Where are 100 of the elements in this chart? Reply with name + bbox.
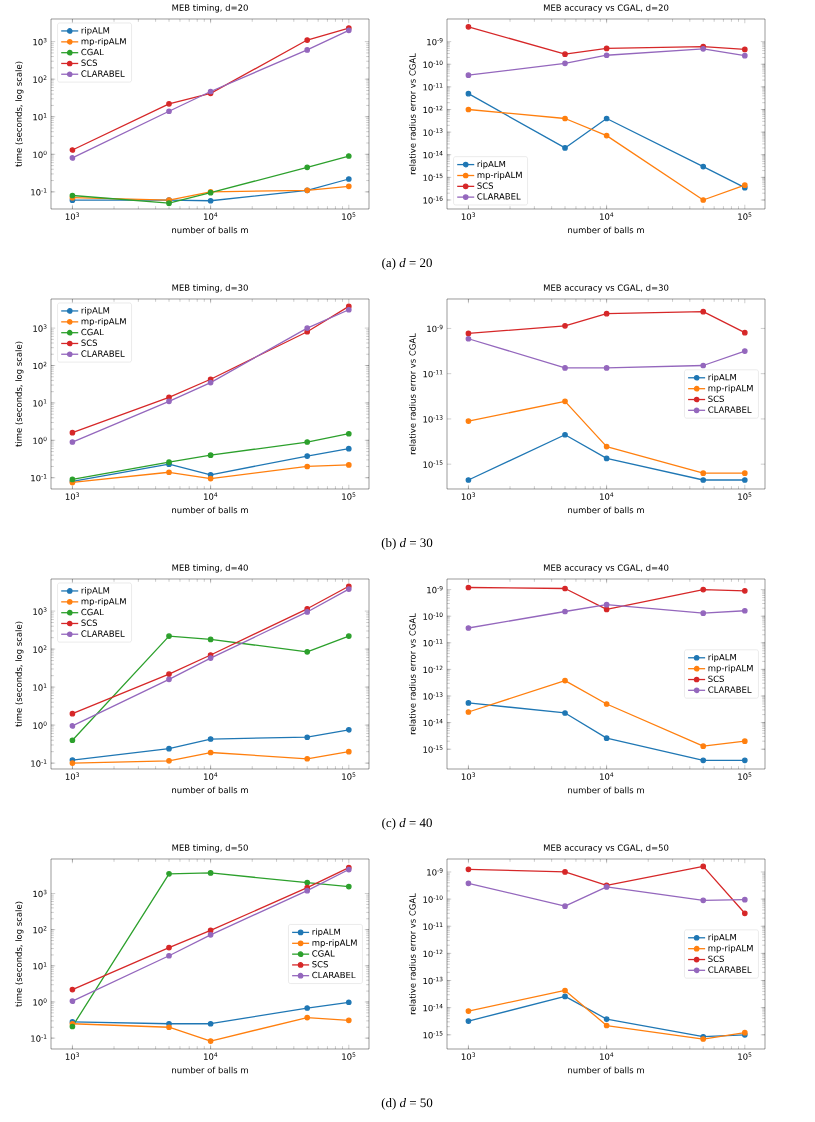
y-tick-label: 10$^{3}$ bbox=[33, 324, 47, 332]
legend-label: mp-ripALM bbox=[81, 317, 126, 327]
y-tick-label: 10$^{-10}$ bbox=[423, 612, 443, 620]
text: (c) d = 40 bbox=[382, 818, 432, 830]
x-tick-label: 10$^{4}$ bbox=[600, 772, 614, 780]
x-tick-label: 10$^{3}$ bbox=[461, 1052, 475, 1060]
legend-label: SCS bbox=[81, 619, 98, 626]
legend-label: ripALM bbox=[708, 653, 736, 663]
x-tick-label: 10$^{5}$ bbox=[738, 1052, 752, 1060]
x-axis-title: number of balls m bbox=[568, 226, 644, 234]
y-axis-title: relative radius error vs CGAL bbox=[409, 53, 416, 175]
y-tick-label: 10$^{0}$ bbox=[33, 436, 47, 444]
y-tick-label: 10$^{-14}$ bbox=[423, 151, 443, 159]
y-tick-label: 10$^{-10}$ bbox=[423, 895, 443, 903]
legend-label: CLARABEL bbox=[81, 70, 125, 77]
legend-label: ripALM bbox=[81, 26, 110, 36]
y-tick-label: 10$^{1}$ bbox=[33, 113, 47, 121]
chart-title: MEB accuracy vs CGAL, d=30 bbox=[543, 284, 669, 293]
legend-label: SCS bbox=[708, 395, 724, 403]
y-axis-title: time (seconds, log scale) bbox=[15, 621, 24, 727]
x-tick-label: 10$^{3}$ bbox=[461, 772, 475, 780]
x-axis-title: number of balls m bbox=[172, 506, 248, 514]
x-tick-label: 10$^{5}$ bbox=[738, 212, 752, 220]
chart-title: MEB timing, d=30 bbox=[172, 284, 248, 293]
y-tick-label: 10$^{2}$ bbox=[33, 926, 47, 934]
legend-label: CLARABEL bbox=[81, 350, 125, 357]
x-axis-title: number of balls m bbox=[172, 1066, 248, 1074]
y-tick-label: 10$^{-15}$ bbox=[423, 460, 443, 468]
legend-label: CGAL bbox=[81, 328, 104, 336]
legend-label: CGAL bbox=[81, 48, 104, 56]
y-tick-label: 10$^{-11}$ bbox=[423, 83, 443, 91]
y-tick-label: 10$^{3}$ bbox=[33, 607, 47, 615]
x-axis-title: number of balls m bbox=[172, 226, 248, 234]
x-axis-title: number of balls m bbox=[172, 786, 248, 794]
chart-title: MEB accuracy vs CGAL, d=40 bbox=[543, 564, 669, 573]
y-tick-label: 10$^{-9}$ bbox=[427, 324, 443, 333]
x-tick-label: 10$^{4}$ bbox=[600, 212, 614, 220]
legend-label: SCS bbox=[81, 59, 98, 66]
y-tick-label: 10$^{2}$ bbox=[33, 645, 47, 653]
legend-label: mp-ripALM bbox=[708, 944, 753, 953]
legend-label: SCS bbox=[81, 339, 98, 346]
y-tick-label: 10$^{3}$ bbox=[33, 889, 47, 898]
legend-label: CGAL bbox=[312, 950, 335, 957]
y-tick-label: 10$^{1}$ bbox=[33, 683, 47, 691]
x-tick-label: 10$^{3}$ bbox=[65, 492, 79, 500]
legend-label: mp-ripALM bbox=[708, 664, 753, 673]
y-tick-label: 10$^{-14}$ bbox=[423, 718, 443, 727]
chart-title: MEB timing, d=40 bbox=[172, 564, 248, 573]
x-tick-label: 10$^{3}$ bbox=[65, 212, 79, 220]
y-tick-label: 10$^{-9}$ bbox=[427, 868, 443, 876]
x-axis-title: number of balls m bbox=[568, 786, 644, 794]
x-tick-label: 10$^{5}$ bbox=[738, 772, 752, 780]
legend-label: CLARABEL bbox=[477, 193, 521, 200]
legend-label: CLARABEL bbox=[81, 630, 125, 637]
y-tick-label: 10$^{-1}$ bbox=[31, 474, 47, 482]
x-axis-title: number of balls m bbox=[568, 1066, 644, 1074]
text: (d) d = 50 bbox=[381, 1098, 433, 1110]
legend-label: mp-ripALM bbox=[81, 37, 126, 47]
legend-label: SCS bbox=[477, 182, 494, 189]
y-tick-label: 10$^{2}$ bbox=[33, 75, 47, 83]
x-tick-label: 10$^{4}$ bbox=[204, 772, 218, 780]
y-tick-label: 10$^{3}$ bbox=[33, 37, 47, 46]
y-tick-label: 10$^{-1}$ bbox=[31, 188, 47, 196]
x-tick-label: 10$^{3}$ bbox=[461, 492, 475, 500]
legend-label: ripALM bbox=[312, 928, 340, 937]
y-axis-title: time (seconds, log scale) bbox=[15, 341, 24, 447]
legend-label: CLARABEL bbox=[312, 971, 356, 979]
legend-label: ripALM bbox=[477, 160, 506, 169]
legend-label: CLARABEL bbox=[708, 406, 752, 413]
y-tick-label: 10$^{0}$ bbox=[33, 721, 47, 729]
x-tick-label: 10$^{5}$ bbox=[342, 212, 356, 220]
y-tick-label: 10$^{-1}$ bbox=[31, 759, 47, 767]
legend-label: CGAL bbox=[81, 608, 104, 616]
x-tick-label: 10$^{4}$ bbox=[204, 492, 218, 500]
y-axis-title: relative radius error vs CGAL bbox=[409, 893, 416, 1015]
text: (b) d = 30 bbox=[381, 538, 433, 550]
x-tick-label: 10$^{4}$ bbox=[204, 212, 218, 220]
y-tick-label: 10$^{1}$ bbox=[33, 962, 47, 970]
chart-title: MEB timing, d=20 bbox=[172, 4, 248, 13]
legend-label: SCS bbox=[708, 675, 724, 683]
legend-label: SCS bbox=[708, 955, 724, 963]
x-tick-label: 10$^{3}$ bbox=[65, 1052, 79, 1060]
x-tick-label: 10$^{5}$ bbox=[342, 1052, 356, 1060]
y-tick-label: 10$^{-16}$ bbox=[423, 196, 443, 204]
x-tick-label: 10$^{4}$ bbox=[600, 492, 614, 500]
y-tick-label: 10$^{1}$ bbox=[33, 399, 47, 407]
y-tick-label: 10$^{-15}$ bbox=[423, 1031, 443, 1039]
y-tick-label: 10$^{-15}$ bbox=[423, 745, 443, 753]
y-tick-label: 10$^{-1}$ bbox=[31, 1034, 47, 1042]
x-tick-label: 10$^{5}$ bbox=[738, 492, 752, 500]
chart-title: MEB accuracy vs CGAL, d=50 bbox=[543, 844, 669, 853]
y-tick-label: 10$^{-12}$ bbox=[423, 105, 443, 114]
y-tick-label: 10$^{0}$ bbox=[33, 150, 47, 158]
legend-label: CLARABEL bbox=[708, 686, 752, 693]
legend-label: ripALM bbox=[81, 306, 110, 316]
x-tick-label: 10$^{5}$ bbox=[342, 492, 356, 500]
text: (a) d = 20 bbox=[382, 258, 432, 270]
y-axis-title: time (seconds, log scale) bbox=[15, 61, 24, 167]
legend-label: mp-ripALM bbox=[81, 597, 126, 607]
y-axis-title: relative radius error vs CGAL bbox=[409, 333, 416, 455]
